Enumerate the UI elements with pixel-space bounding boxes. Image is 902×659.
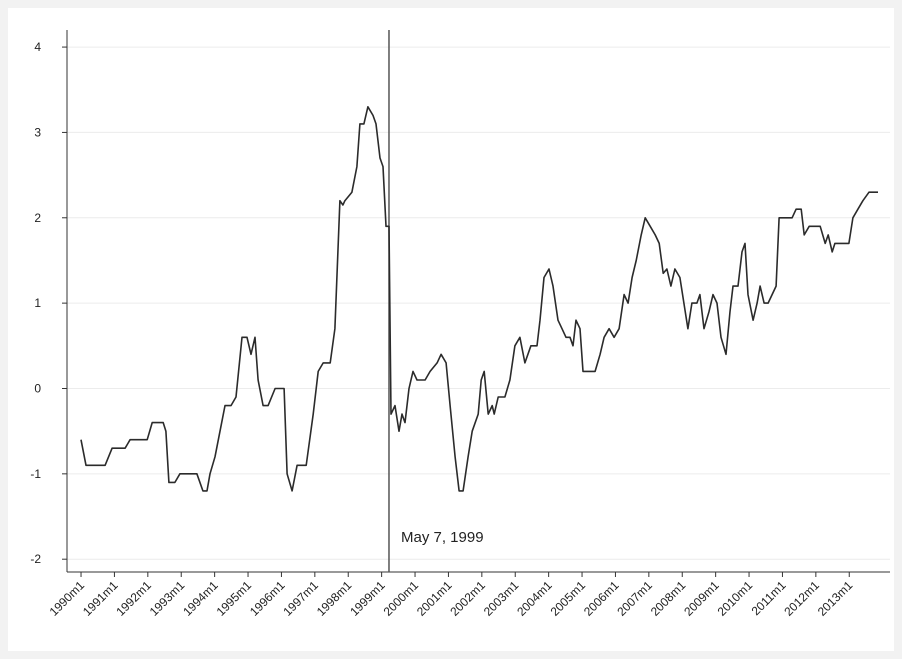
y-tick-label: 4 [34, 40, 41, 54]
y-tick-label: 3 [34, 125, 41, 139]
y-tick-label: 1 [34, 296, 41, 310]
data-line [80, 106, 878, 492]
chart-background [8, 8, 894, 651]
y-tick-label: 0 [34, 381, 41, 395]
annotation-label: May 7, 1999 [401, 529, 484, 546]
y-tick-label: 2 [34, 211, 41, 225]
y-tick-label: -1 [30, 467, 41, 481]
y-tick-label: -2 [30, 552, 41, 566]
